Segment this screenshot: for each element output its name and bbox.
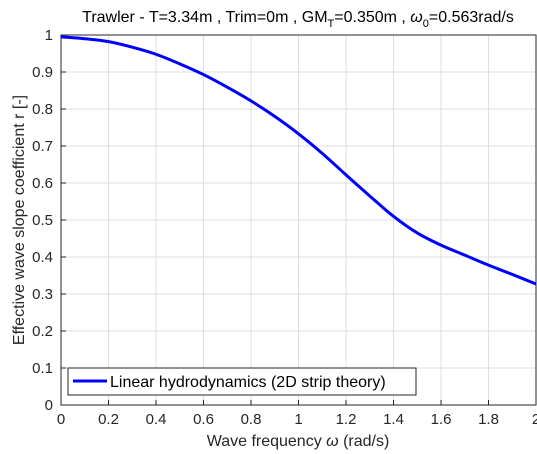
y-tick-label: 0.4 [32, 249, 53, 266]
x-tick-label: 1 [294, 411, 302, 428]
x-tick-label: 1.4 [383, 411, 404, 428]
y-tick-label: 0.6 [32, 175, 53, 192]
y-tick-label: 0.2 [32, 323, 53, 340]
grid [61, 35, 536, 405]
x-tick-label: 0.4 [146, 411, 167, 428]
x-tick-label: 2 [532, 411, 537, 428]
y-axis-title: Effective wave slope coefficient r [-] [11, 95, 28, 345]
y-tick-label: 1 [45, 27, 53, 44]
x-tick-label: 1.2 [336, 411, 357, 428]
x-tick-label: 0.2 [98, 411, 119, 428]
chart-title: Trawler - T=3.34m , Trim=0m , GMT=0.350m… [82, 9, 514, 30]
x-tick-label: 1.8 [478, 411, 499, 428]
x-tick-label: 1.6 [431, 411, 452, 428]
x-axis-title: Wave frequency ω (rad/s) [207, 433, 390, 450]
y-tick-label: 0.3 [32, 286, 53, 303]
y-tick-label: 0.8 [32, 101, 53, 118]
x-tick-label: 0.8 [241, 411, 262, 428]
y-tick-label: 0.9 [32, 64, 53, 81]
legend: Linear hydrodynamics (2D strip theory) [67, 367, 417, 396]
series-line [60, 35, 537, 286]
x-tick-label: 0.6 [193, 411, 214, 428]
y-tick-label: 0 [45, 397, 53, 414]
y-tick-label: 0.5 [32, 212, 53, 229]
y-tick-label: 0.1 [32, 360, 53, 377]
axis-ticks: 0 0.2 0.4 0.6 0.8 1 1.2 1.4 1.6 1.8 2 0 0.1 0.2 0.3 0.4… [32, 27, 537, 428]
y-tick-label: 0.7 [32, 138, 53, 155]
legend-box [67, 367, 417, 396]
series-layer [60, 35, 537, 286]
x-tick-label: 0 [57, 411, 65, 428]
legend-label: Linear hydrodynamics (2D strip theory) [110, 374, 386, 391]
